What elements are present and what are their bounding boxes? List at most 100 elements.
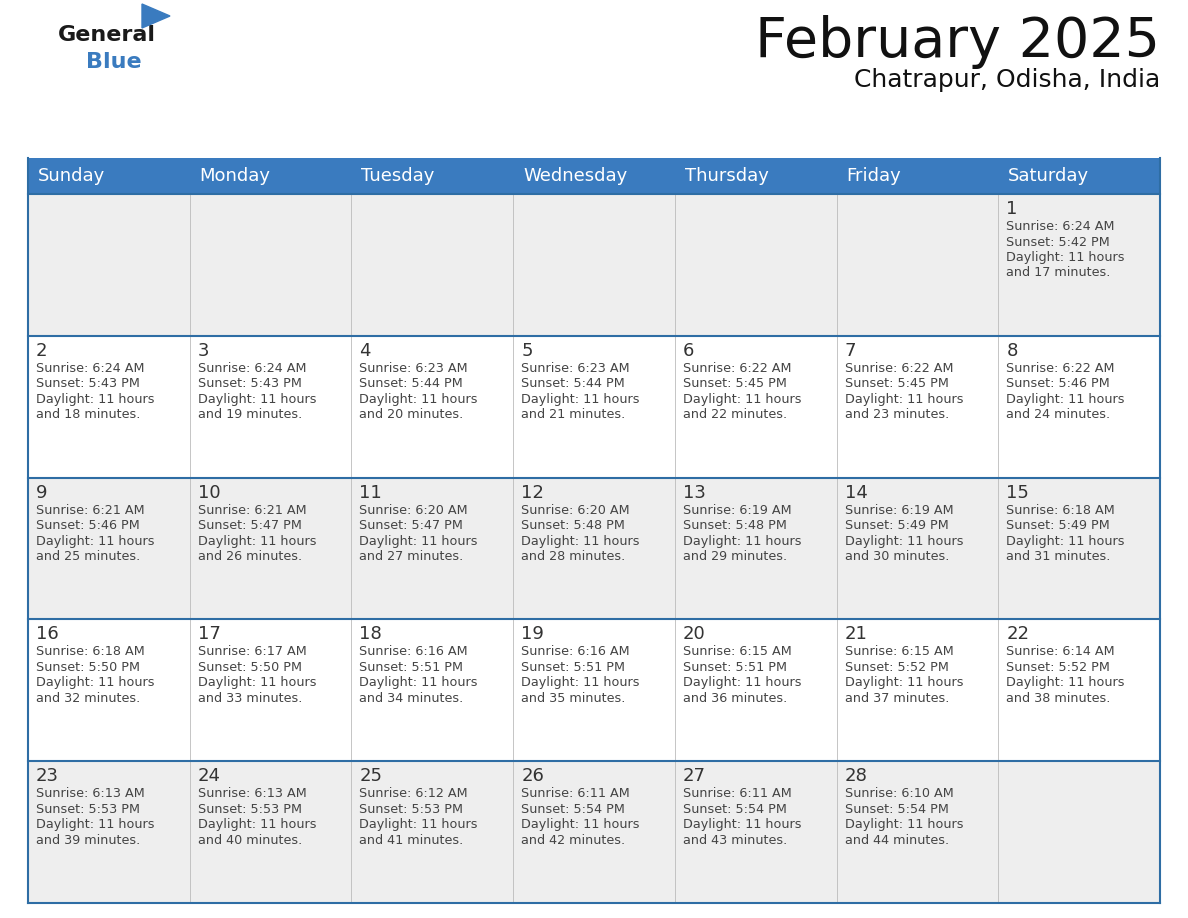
Text: Sunset: 5:53 PM: Sunset: 5:53 PM xyxy=(360,802,463,816)
Text: Daylight: 11 hours: Daylight: 11 hours xyxy=(845,677,963,689)
Text: 17: 17 xyxy=(197,625,221,644)
Text: 16: 16 xyxy=(36,625,58,644)
Text: 21: 21 xyxy=(845,625,867,644)
Text: Sunrise: 6:20 AM: Sunrise: 6:20 AM xyxy=(360,504,468,517)
Text: and 18 minutes.: and 18 minutes. xyxy=(36,409,140,421)
Text: and 44 minutes.: and 44 minutes. xyxy=(845,834,949,846)
Text: and 27 minutes.: and 27 minutes. xyxy=(360,550,463,563)
Text: Sunset: 5:53 PM: Sunset: 5:53 PM xyxy=(36,802,140,816)
Text: Sunset: 5:52 PM: Sunset: 5:52 PM xyxy=(1006,661,1110,674)
Text: 23: 23 xyxy=(36,767,59,785)
Text: and 25 minutes.: and 25 minutes. xyxy=(36,550,140,563)
Text: Saturday: Saturday xyxy=(1009,167,1089,185)
Text: Sunrise: 6:19 AM: Sunrise: 6:19 AM xyxy=(683,504,791,517)
Text: 8: 8 xyxy=(1006,341,1018,360)
Bar xyxy=(29,194,1159,336)
Text: Sunset: 5:53 PM: Sunset: 5:53 PM xyxy=(197,802,302,816)
Text: Sunset: 5:46 PM: Sunset: 5:46 PM xyxy=(1006,377,1110,390)
Text: Sunrise: 6:17 AM: Sunrise: 6:17 AM xyxy=(197,645,307,658)
Text: Daylight: 11 hours: Daylight: 11 hours xyxy=(522,677,639,689)
Text: and 17 minutes.: and 17 minutes. xyxy=(1006,266,1111,279)
Text: 25: 25 xyxy=(360,767,383,785)
Text: Daylight: 11 hours: Daylight: 11 hours xyxy=(197,393,316,406)
Text: Monday: Monday xyxy=(200,167,271,185)
Text: 19: 19 xyxy=(522,625,544,644)
Text: Sunset: 5:50 PM: Sunset: 5:50 PM xyxy=(36,661,140,674)
Text: Daylight: 11 hours: Daylight: 11 hours xyxy=(197,818,316,831)
Text: Sunset: 5:51 PM: Sunset: 5:51 PM xyxy=(683,661,786,674)
Bar xyxy=(29,761,1159,903)
Text: and 21 minutes.: and 21 minutes. xyxy=(522,409,625,421)
Text: Friday: Friday xyxy=(847,167,902,185)
Text: Sunrise: 6:15 AM: Sunrise: 6:15 AM xyxy=(683,645,791,658)
Text: 20: 20 xyxy=(683,625,706,644)
Text: 2: 2 xyxy=(36,341,48,360)
Text: Sunset: 5:54 PM: Sunset: 5:54 PM xyxy=(522,802,625,816)
Text: 12: 12 xyxy=(522,484,544,501)
Text: Sunset: 5:48 PM: Sunset: 5:48 PM xyxy=(522,519,625,532)
Text: Sunrise: 6:24 AM: Sunrise: 6:24 AM xyxy=(36,362,145,375)
Text: Daylight: 11 hours: Daylight: 11 hours xyxy=(845,393,963,406)
Text: 13: 13 xyxy=(683,484,706,501)
Text: Thursday: Thursday xyxy=(684,167,769,185)
Text: Sunday: Sunday xyxy=(38,167,106,185)
Text: Wednesday: Wednesday xyxy=(523,167,627,185)
Text: and 28 minutes.: and 28 minutes. xyxy=(522,550,625,563)
Text: and 20 minutes.: and 20 minutes. xyxy=(360,409,463,421)
Text: Daylight: 11 hours: Daylight: 11 hours xyxy=(360,393,478,406)
Text: Sunset: 5:47 PM: Sunset: 5:47 PM xyxy=(360,519,463,532)
Text: Sunrise: 6:24 AM: Sunrise: 6:24 AM xyxy=(1006,220,1114,233)
Text: Daylight: 11 hours: Daylight: 11 hours xyxy=(522,393,639,406)
Text: 5: 5 xyxy=(522,341,532,360)
Bar xyxy=(29,477,1159,620)
Text: 6: 6 xyxy=(683,341,694,360)
Text: Sunset: 5:46 PM: Sunset: 5:46 PM xyxy=(36,519,140,532)
Text: and 42 minutes.: and 42 minutes. xyxy=(522,834,625,846)
Text: and 22 minutes.: and 22 minutes. xyxy=(683,409,786,421)
Text: Daylight: 11 hours: Daylight: 11 hours xyxy=(36,534,154,548)
Text: Daylight: 11 hours: Daylight: 11 hours xyxy=(683,677,802,689)
Polygon shape xyxy=(143,4,170,28)
Text: and 23 minutes.: and 23 minutes. xyxy=(845,409,949,421)
Text: 26: 26 xyxy=(522,767,544,785)
Text: and 40 minutes.: and 40 minutes. xyxy=(197,834,302,846)
Text: Daylight: 11 hours: Daylight: 11 hours xyxy=(1006,393,1125,406)
Text: Daylight: 11 hours: Daylight: 11 hours xyxy=(36,393,154,406)
Text: and 31 minutes.: and 31 minutes. xyxy=(1006,550,1111,563)
Text: Daylight: 11 hours: Daylight: 11 hours xyxy=(683,393,802,406)
Text: Sunrise: 6:13 AM: Sunrise: 6:13 AM xyxy=(197,788,307,800)
Text: Sunset: 5:54 PM: Sunset: 5:54 PM xyxy=(683,802,786,816)
Text: and 43 minutes.: and 43 minutes. xyxy=(683,834,788,846)
Text: Sunrise: 6:24 AM: Sunrise: 6:24 AM xyxy=(197,362,307,375)
Text: Sunset: 5:51 PM: Sunset: 5:51 PM xyxy=(522,661,625,674)
Text: Daylight: 11 hours: Daylight: 11 hours xyxy=(360,677,478,689)
Text: Sunset: 5:47 PM: Sunset: 5:47 PM xyxy=(197,519,302,532)
Bar xyxy=(29,336,1159,477)
Bar xyxy=(29,620,1159,761)
Text: and 32 minutes.: and 32 minutes. xyxy=(36,692,140,705)
Text: 18: 18 xyxy=(360,625,383,644)
Text: 28: 28 xyxy=(845,767,867,785)
Text: and 39 minutes.: and 39 minutes. xyxy=(36,834,140,846)
Text: and 37 minutes.: and 37 minutes. xyxy=(845,692,949,705)
Text: Sunrise: 6:23 AM: Sunrise: 6:23 AM xyxy=(522,362,630,375)
Text: 14: 14 xyxy=(845,484,867,501)
Text: and 19 minutes.: and 19 minutes. xyxy=(197,409,302,421)
Text: Sunrise: 6:14 AM: Sunrise: 6:14 AM xyxy=(1006,645,1114,658)
Text: Daylight: 11 hours: Daylight: 11 hours xyxy=(522,818,639,831)
Text: and 36 minutes.: and 36 minutes. xyxy=(683,692,788,705)
Text: 4: 4 xyxy=(360,341,371,360)
Text: Sunset: 5:45 PM: Sunset: 5:45 PM xyxy=(683,377,786,390)
Text: Sunset: 5:45 PM: Sunset: 5:45 PM xyxy=(845,377,948,390)
Text: Sunrise: 6:13 AM: Sunrise: 6:13 AM xyxy=(36,788,145,800)
Text: Daylight: 11 hours: Daylight: 11 hours xyxy=(845,818,963,831)
Text: and 24 minutes.: and 24 minutes. xyxy=(1006,409,1111,421)
Text: Sunrise: 6:15 AM: Sunrise: 6:15 AM xyxy=(845,645,953,658)
Text: Daylight: 11 hours: Daylight: 11 hours xyxy=(360,818,478,831)
Text: Sunrise: 6:20 AM: Sunrise: 6:20 AM xyxy=(522,504,630,517)
Text: 11: 11 xyxy=(360,484,383,501)
Text: Sunset: 5:54 PM: Sunset: 5:54 PM xyxy=(845,802,948,816)
Text: Sunrise: 6:11 AM: Sunrise: 6:11 AM xyxy=(522,788,630,800)
Text: Sunset: 5:48 PM: Sunset: 5:48 PM xyxy=(683,519,786,532)
Text: Sunrise: 6:18 AM: Sunrise: 6:18 AM xyxy=(36,645,145,658)
